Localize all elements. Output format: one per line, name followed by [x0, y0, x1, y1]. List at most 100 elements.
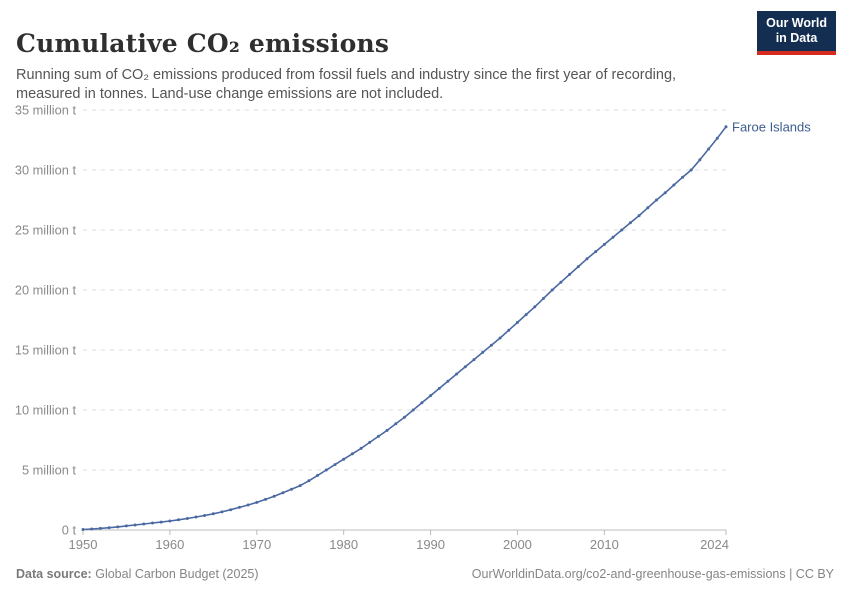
x-axis-tick-label: 1960 [155, 537, 184, 552]
data-source-value: Global Carbon Budget (2025) [95, 567, 259, 581]
x-axis-tick-label: 1950 [69, 537, 98, 552]
data-point[interactable] [489, 343, 493, 347]
data-point[interactable] [359, 446, 363, 450]
data-point[interactable] [394, 422, 398, 426]
data-point[interactable] [124, 524, 128, 528]
data-point[interactable] [516, 320, 519, 324]
x-axis-tick-label: 2010 [590, 537, 619, 552]
x-axis-tick-label: 2000 [503, 537, 532, 552]
y-axis-tick-label: 20 million t [15, 283, 77, 298]
data-point[interactable] [185, 517, 189, 520]
owid-logo[interactable]: Our World in Data [757, 11, 836, 55]
data-point[interactable] [333, 463, 337, 467]
y-axis-tick-label: 5 million t [22, 463, 76, 478]
data-point[interactable] [220, 510, 224, 514]
data-point[interactable] [628, 221, 632, 225]
data-point[interactable] [663, 191, 667, 195]
data-point[interactable] [342, 457, 346, 461]
data-point[interactable] [272, 494, 276, 498]
data-point[interactable] [602, 242, 606, 246]
data-point[interactable] [411, 408, 415, 412]
data-point[interactable] [585, 257, 589, 261]
data-point[interactable] [637, 214, 641, 218]
data-point[interactable] [472, 358, 476, 362]
data-point[interactable] [350, 452, 354, 456]
y-axis-tick-label: 25 million t [15, 223, 77, 238]
data-point[interactable] [724, 125, 728, 129]
data-point[interactable] [142, 522, 146, 526]
data-point[interactable] [281, 491, 285, 495]
data-point[interactable] [376, 434, 380, 438]
data-point[interactable] [498, 336, 502, 340]
data-point[interactable] [229, 508, 233, 512]
data-point[interactable] [594, 250, 598, 254]
data-point[interactable] [420, 401, 424, 405]
data-point[interactable] [211, 512, 215, 516]
data-point[interactable] [533, 305, 537, 309]
data-point[interactable] [550, 288, 554, 292]
x-axis-tick-label: 1990 [416, 537, 445, 552]
data-point[interactable] [116, 525, 120, 529]
data-point[interactable] [159, 520, 163, 524]
data-point[interactable] [689, 168, 693, 172]
data-point[interactable] [715, 136, 719, 140]
data-point[interactable] [264, 497, 267, 501]
data-point[interactable] [368, 440, 372, 444]
data-point[interactable] [194, 515, 198, 519]
data-point[interactable] [151, 521, 154, 525]
data-point[interactable] [620, 228, 624, 232]
data-point[interactable] [290, 487, 293, 491]
data-point[interactable] [524, 313, 528, 317]
data-point[interactable] [429, 394, 433, 398]
data-point[interactable] [576, 265, 580, 269]
data-point[interactable] [177, 518, 181, 522]
x-axis-tick-label: 1970 [242, 537, 271, 552]
data-point[interactable] [646, 206, 650, 210]
data-point[interactable] [237, 505, 241, 509]
data-point[interactable] [246, 503, 250, 507]
data-point[interactable] [655, 198, 658, 202]
entity-label[interactable]: Faroe Islands [732, 119, 811, 134]
data-point[interactable] [98, 526, 102, 530]
data-source-label: Data source: [16, 567, 92, 581]
data-point[interactable] [672, 183, 676, 187]
data-point[interactable] [307, 479, 311, 483]
data-point[interactable] [446, 379, 450, 383]
chart-footer: Data source: Global Carbon Budget (2025)… [16, 567, 834, 581]
data-point[interactable] [133, 523, 137, 527]
data-point[interactable] [455, 372, 459, 376]
chart-subtitle: Running sum of CO₂ emissions produced fr… [16, 66, 677, 102]
data-point[interactable] [403, 415, 406, 419]
data-point[interactable] [168, 519, 172, 523]
data-point[interactable] [611, 235, 615, 239]
page-title: Cumulative CO₂ emissions [16, 28, 390, 58]
data-point[interactable] [385, 428, 389, 432]
data-point[interactable] [707, 147, 711, 151]
data-point[interactable] [568, 272, 572, 276]
data-point[interactable] [90, 527, 94, 531]
data-point[interactable] [542, 296, 545, 300]
data-point[interactable] [463, 365, 467, 369]
data-point[interactable] [81, 528, 85, 531]
data-point[interactable] [298, 484, 302, 488]
data-point[interactable] [203, 514, 207, 517]
owid-logo-line2: in Data [775, 31, 818, 46]
x-axis-tick-label: 1980 [329, 537, 358, 552]
y-axis-tick-label: 30 million t [15, 163, 77, 178]
data-point[interactable] [507, 328, 511, 332]
data-point[interactable] [324, 468, 328, 472]
data-point[interactable] [107, 526, 111, 530]
data-point[interactable] [481, 350, 485, 354]
data-source: Data source: Global Carbon Budget (2025) [16, 567, 259, 581]
emissions-line[interactable] [82, 126, 727, 531]
data-point[interactable] [698, 158, 702, 162]
data-point[interactable] [437, 386, 441, 390]
y-axis-tick-label: 0 t [62, 523, 77, 538]
y-axis-tick-label: 15 million t [15, 343, 77, 358]
data-point[interactable] [255, 500, 259, 504]
data-point[interactable] [559, 280, 563, 284]
data-point[interactable] [681, 175, 685, 179]
data-point[interactable] [316, 473, 320, 477]
citation-link[interactable]: OurWorldinData.org/co2-and-greenhouse-ga… [471, 567, 834, 581]
